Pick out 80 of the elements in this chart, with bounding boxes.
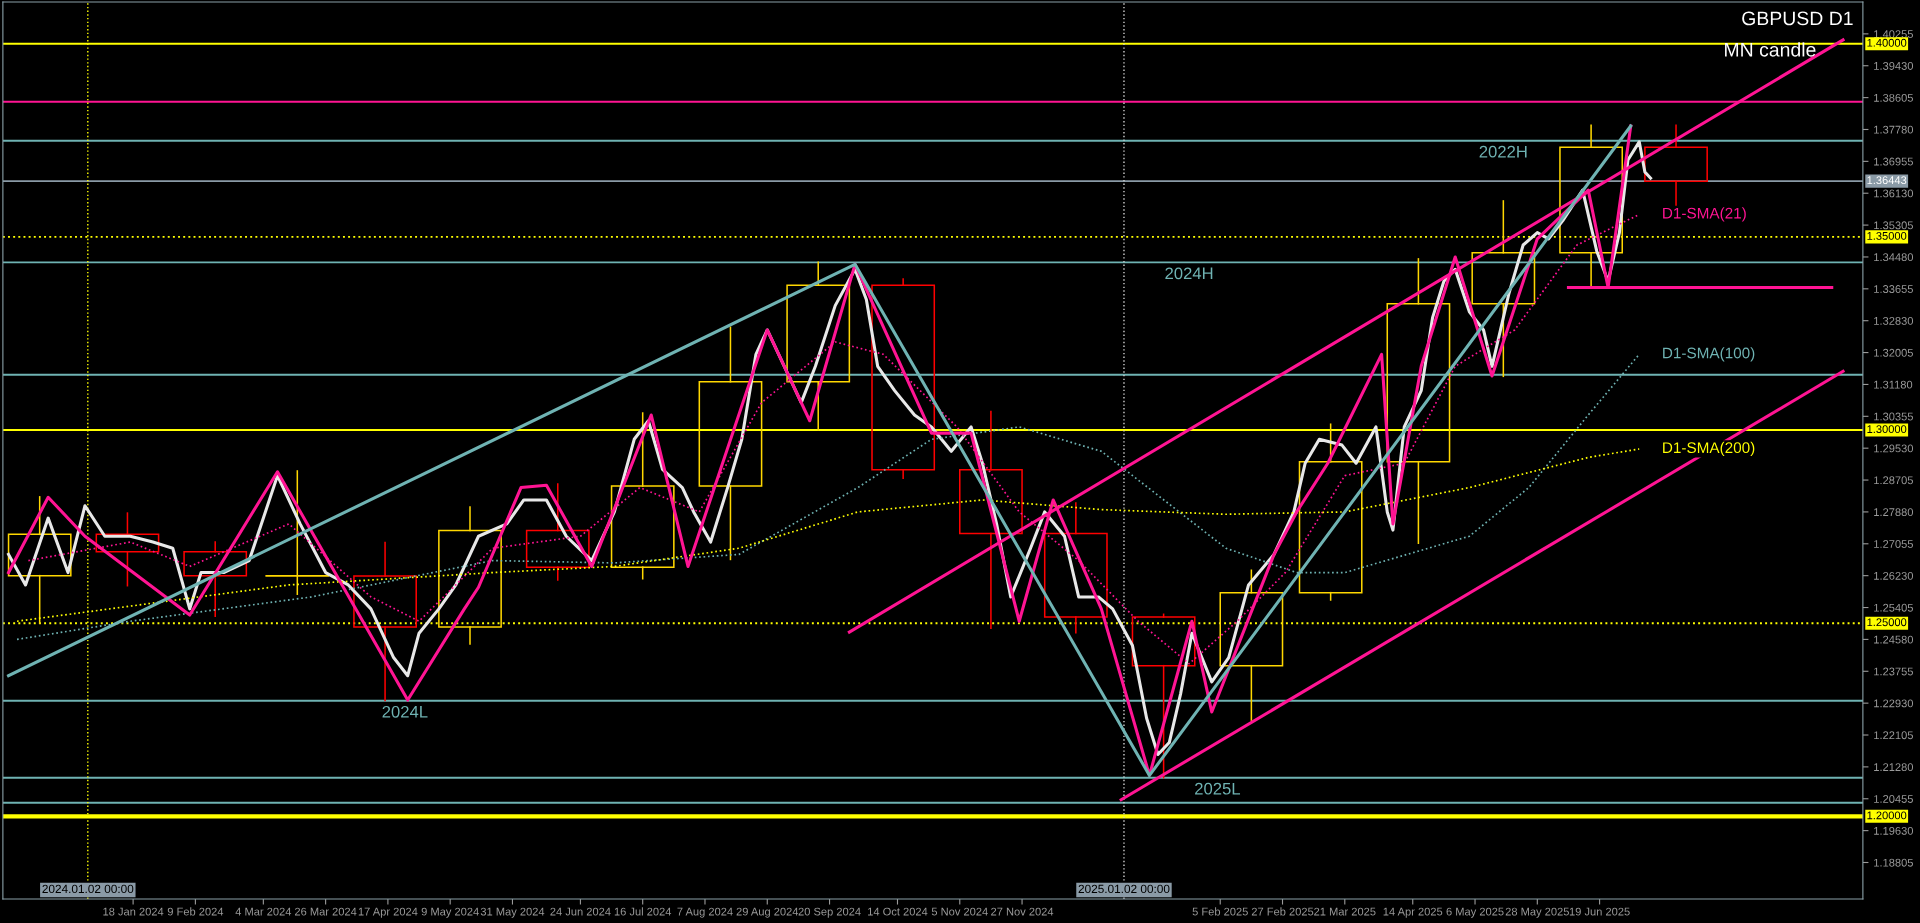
candlestick [1386, 258, 1451, 544]
x-tick-label: 19 Jun 2025 [1569, 907, 1630, 916]
y-tick-label: 1.22105 [1874, 731, 1913, 740]
x-tick-label: 31 May 2024 [480, 907, 545, 918]
x-tick-label: 17 Apr 2024 [358, 907, 418, 918]
y-tick-label: 1.40255 [1874, 30, 1913, 39]
candlestick [1131, 613, 1196, 779]
series-label: D1-SMA(21) [1663, 207, 1746, 222]
y-tick-label: 1.36955 [1874, 157, 1913, 166]
x-tick-label: 9 Feb 2024 [167, 907, 224, 916]
candlestick [438, 506, 502, 645]
x-tick-label: 27 Feb 2025 [1251, 907, 1314, 916]
candlestick [353, 541, 417, 702]
y-tick-label: 1.26230 [1874, 571, 1914, 580]
ref-line-label: 2024.01.02 00:00 [42, 884, 134, 894]
candlestick [183, 541, 248, 617]
series-label: D1-SMA(100) [1663, 347, 1755, 362]
y-tick-label: 1.24580 [1874, 635, 1914, 644]
candlestick [95, 512, 160, 587]
x-tick-label: 6 May 2025 [1446, 907, 1504, 918]
y-tick-label: 1.30355 [1874, 412, 1913, 421]
y-tick-label: 1.35305 [1874, 221, 1913, 230]
x-tick-label: 20 Sep 2024 [798, 907, 861, 918]
x-tick-label: 5 Nov 2024 [931, 907, 988, 916]
x-tick-label: 7 Aug 2024 [677, 907, 733, 918]
candlestick [7, 496, 72, 624]
ref-line-label: 1.35000 [1867, 231, 1907, 240]
annotation: 2022H [1479, 145, 1527, 158]
y-tick-label: 1.27880 [1874, 508, 1914, 517]
y-tick-label: 1.32005 [1874, 348, 1913, 357]
ref-line-label: 1.25000 [1867, 618, 1907, 627]
y-tick-label: 1.23755 [1874, 667, 1913, 676]
y-tick-label: 1.21280 [1874, 763, 1914, 772]
annotation: 2024H [1165, 267, 1213, 280]
x-tick-label: 9 May 2024 [421, 907, 479, 918]
y-tick-label: 1.28705 [1874, 476, 1913, 485]
y-tick-label: 1.18805 [1874, 858, 1913, 867]
ref-line-label: 1.20000 [1867, 811, 1907, 820]
ref-line-label: 1.36443 [1867, 176, 1907, 185]
x-tick-label: 14 Oct 2024 [868, 907, 928, 916]
x-tick-label: 29 Aug 2024 [736, 907, 799, 918]
y-tick-label: 1.27055 [1874, 540, 1913, 548]
ref-line-label: 2025.01.02 00:00 [1078, 884, 1170, 894]
candlestick [698, 326, 763, 561]
x-tick-label: 4 Mar 2024 [235, 907, 292, 916]
y-tick-label: 1.39430 [1874, 62, 1914, 70]
candlestick [1043, 502, 1108, 634]
y-tick-label: 1.31180 [1874, 380, 1913, 389]
x-tick-label: 5 Feb 2025 [1192, 907, 1248, 916]
y-tick-label: 1.32830 [1874, 316, 1914, 325]
annotation: 2025L [1195, 782, 1241, 795]
y-tick-label: 1.36130 [1874, 189, 1914, 198]
y-tick-label: 1.38605 [1874, 93, 1913, 102]
x-tick-label: 14 Apr 2025 [1383, 907, 1443, 918]
y-tick-label: 1.19630 [1874, 826, 1914, 835]
y-tick-label: 1.22930 [1874, 699, 1914, 708]
x-tick-label: 27 Nov 2024 [991, 907, 1054, 916]
x-tick-label: 28 May 2025 [1505, 907, 1569, 918]
y-tick-label: 1.29530 [1874, 444, 1914, 453]
y-tick-label: 1.20455 [1874, 795, 1913, 803]
chart-title: GBPUSD D1 [1742, 11, 1853, 26]
y-tick-label: 1.37780 [1874, 125, 1914, 134]
ref-line-label: 1.40000 [1867, 38, 1907, 47]
x-tick-label: 16 Jul 2024 [614, 907, 672, 916]
candlestick [1644, 124, 1708, 207]
y-tick-label: 1.34480 [1874, 253, 1914, 262]
candlestick [959, 410, 1023, 629]
y-tick-label: 1.25405 [1874, 603, 1913, 612]
x-tick-label: 18 Jan 2024 [103, 907, 164, 916]
x-tick-label: 24 Jun 2024 [550, 907, 611, 916]
candlestick [525, 483, 590, 581]
candlestick [265, 470, 330, 595]
annotation: 2024L [382, 705, 428, 718]
y-tick-label: 1.33655 [1874, 285, 1913, 293]
text: MN candle [1725, 42, 1816, 57]
x-tick-label: 21 Mar 2025 [1314, 907, 1376, 916]
series-label: D1-SMA(200) [1663, 441, 1755, 457]
ref-line-label: 1.30000 [1867, 425, 1907, 434]
candlestick [871, 278, 936, 480]
x-tick-label: 26 Mar 2024 [294, 907, 357, 916]
